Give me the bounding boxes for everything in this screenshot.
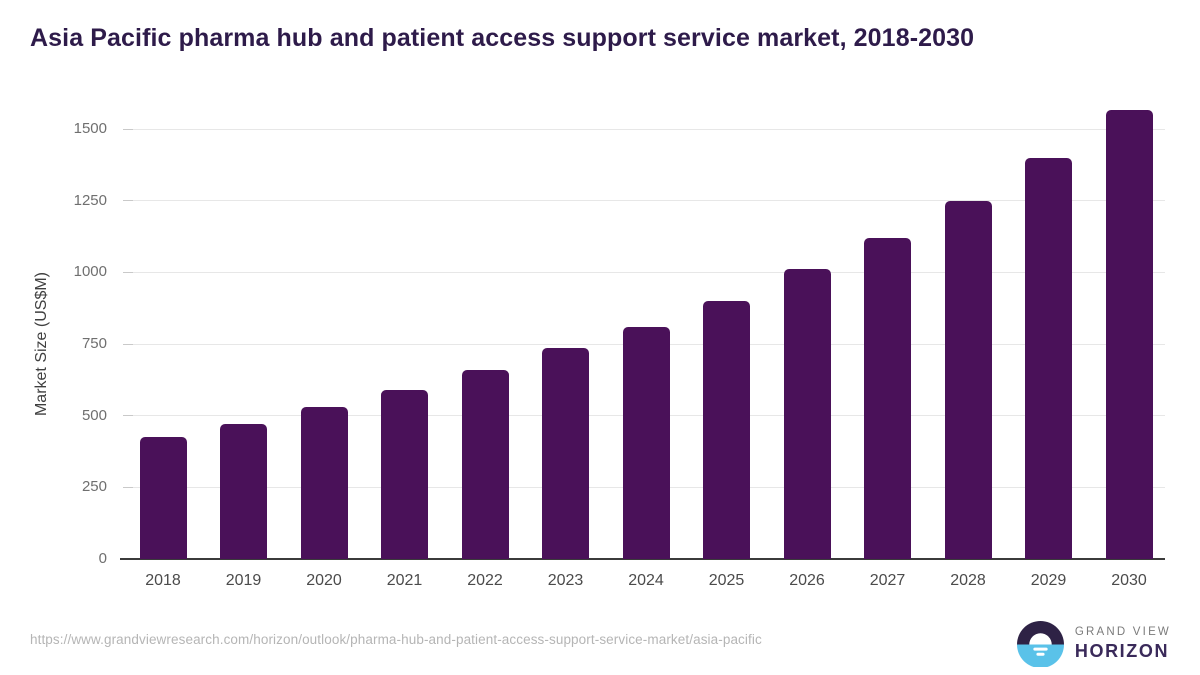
bar-2021: [381, 389, 428, 559]
bar-2020: [300, 407, 348, 559]
brand-name-top: GRAND VIEW: [1074, 625, 1171, 638]
x-axis-label: 2020: [306, 572, 342, 589]
bar-2025: [703, 301, 750, 559]
brand-logo: GRAND VIEW HORIZON: [1016, 620, 1171, 667]
y-axis-tick-label: 0: [98, 550, 107, 567]
x-axis-line: [120, 558, 1165, 560]
y-axis-tick-label: 1250: [73, 191, 107, 209]
bar-2018: [139, 437, 187, 559]
x-axis-label: 2029: [1030, 572, 1067, 589]
x-axis-label: 2019: [225, 572, 262, 589]
y-axis-tick-label: 250: [81, 478, 107, 496]
x-axis-label: 2030: [1111, 572, 1147, 589]
bar-2030: [1105, 110, 1153, 559]
x-axis-label: 2026: [789, 572, 825, 589]
gridline-1500: [123, 128, 1165, 130]
source-url: https://www.grandviewresearch.com/horizo…: [30, 632, 762, 647]
y-axis-labels: 0 250 500 750 1000 1250 1500: [20, 120, 107, 567]
brand-name: GRAND VIEW HORIZON: [1075, 626, 1171, 662]
bar-2029: [1025, 157, 1072, 559]
bar-2027: [864, 237, 911, 559]
gridline-1000: [123, 271, 1165, 273]
gridline-1250: [123, 200, 1165, 202]
brand-name-bottom: HORIZON: [1074, 640, 1170, 661]
y-axis-tick-label: 750: [81, 335, 107, 352]
bar-2023: [542, 348, 589, 559]
x-axis-label: 2027: [869, 572, 906, 589]
x-axis-label: 2022: [467, 572, 503, 589]
horizon-logo-icon: [1016, 621, 1064, 667]
y-axis-tick-label: 1000: [73, 263, 107, 281]
x-axis-label: 2024: [628, 572, 664, 589]
x-axis-label: 2028: [950, 572, 986, 589]
bar-2022: [461, 369, 509, 559]
bar-2026: [783, 269, 831, 559]
x-axis-label: 2023: [547, 572, 584, 589]
x-axis-label: 2025: [708, 572, 745, 589]
x-axis-label: 2018: [145, 572, 181, 589]
bar-2024: [622, 326, 670, 559]
x-axis-label: 2021: [386, 572, 423, 589]
y-axis-tick-label: 1500: [73, 120, 107, 137]
x-axis-labels: 2018 2019 2020 2021 2022 2023 2024 2025 2026 2027…: [120, 572, 1165, 594]
plot-area: [120, 110, 1165, 560]
bar-2028: [944, 200, 992, 559]
bar-2019: [220, 424, 267, 559]
chart-title: Asia Pacific pharma hub and patient acce…: [30, 24, 975, 52]
y-axis-tick-label: 500: [81, 406, 107, 424]
